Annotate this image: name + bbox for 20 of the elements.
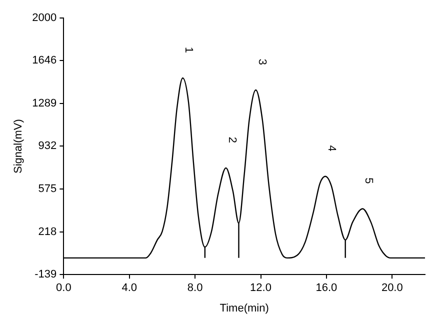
annotation: 2 <box>226 136 238 144</box>
annotation: 4 <box>325 145 338 152</box>
y-tick-label: -139 <box>34 268 57 281</box>
annotation: 3 <box>256 58 268 66</box>
x-tick-label: 12.0 <box>250 282 272 294</box>
x-tick-label: 4.0 <box>122 282 138 294</box>
y-tick-label: 1646 <box>32 54 57 66</box>
annotation: 5 <box>362 178 375 184</box>
y-tick-label: 932 <box>38 140 57 152</box>
y-axis-title: Signal(mV) <box>12 119 25 174</box>
y-tick-label: 1289 <box>32 97 57 110</box>
x-tick-label: 16.0 <box>316 282 338 294</box>
x-axis-title: Time(min) <box>220 302 269 314</box>
x-tick-label: 8.0 <box>187 282 203 294</box>
y-tick-label: 575 <box>38 182 57 195</box>
y-tick-label: 218 <box>38 226 57 238</box>
annotation: 1 <box>182 46 195 54</box>
x-tick-label: 20.0 <box>381 282 403 294</box>
x-tick-label: 0.0 <box>56 282 72 294</box>
y-tick-label: 2000 <box>32 12 57 24</box>
